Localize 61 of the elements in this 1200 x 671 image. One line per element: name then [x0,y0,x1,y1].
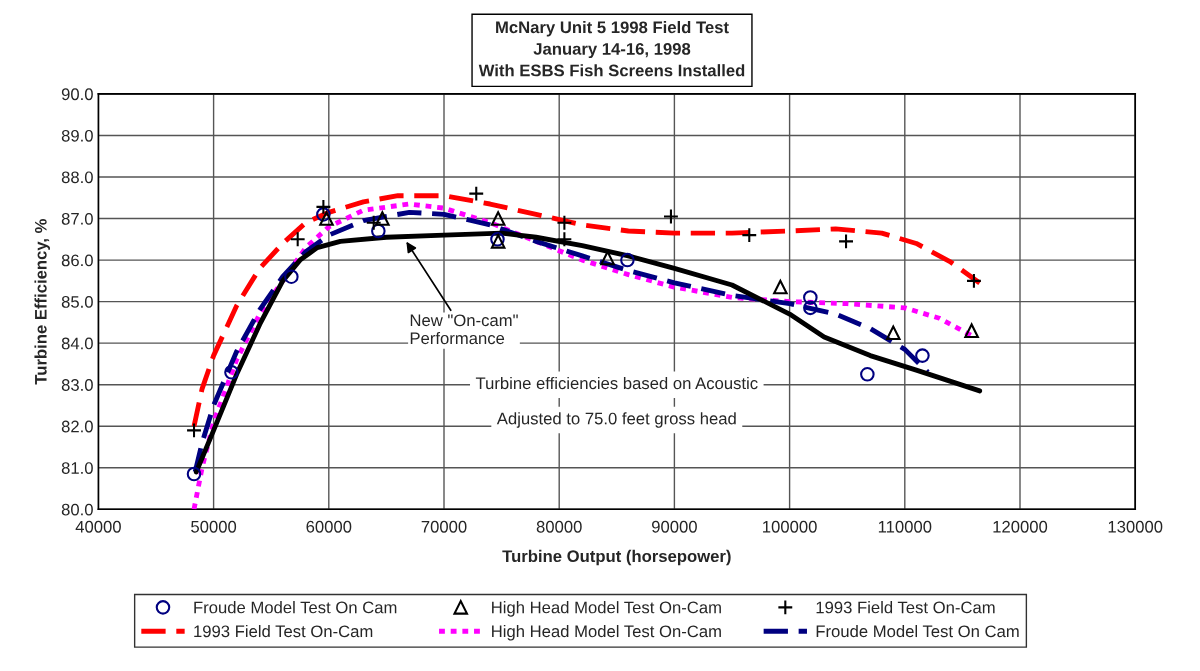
point [620,252,635,268]
point [662,208,679,225]
x-tick-label: 80000 [536,520,582,533]
point [803,290,818,305]
point [915,348,930,363]
point [371,223,386,239]
point [490,211,506,226]
point [186,466,202,482]
x-tick-label: 70000 [421,520,467,533]
point [375,211,390,226]
y-tick-label: 86.0 [61,254,93,267]
point [838,233,855,250]
legend-label: 1993 Field Test On-Cam [816,601,995,614]
y-tick-label: 88.0 [61,171,93,184]
x-tick-label: 50000 [191,520,237,533]
y-tick-label: 81.0 [61,462,93,474]
legend-label: High Head Model Test On-Cam [492,601,721,617]
annotation: Turbine efficiencies based on Acoustic [475,376,758,390]
point [315,198,332,215]
y-tick-label: 85.0 [61,296,93,308]
y-tick-label: 82.0 [61,420,93,433]
annotation: Adjusted to 75.0 feet gross head [496,412,736,428]
point [319,211,334,226]
x-tick-label: 130000 [1108,520,1163,533]
y-tick-label: 87.0 [61,212,93,225]
x-tick-label: 120000 [993,520,1048,533]
legend-label: Froude Model Test On Cam [194,601,397,614]
x-tick-label: 60000 [306,520,352,533]
point [186,422,202,439]
line-series [191,193,983,429]
y-tick-label: 80.0 [61,503,93,516]
x-tick-label: 100000 [763,520,817,533]
y-tick-label: 90.0 [61,88,93,101]
point [965,272,982,289]
point [773,279,788,295]
point [803,300,818,316]
point [316,207,331,222]
y-axis-title: Turbine Efficiency, % [34,219,50,385]
point [365,214,382,231]
legend-label: High Head Model Test On-Cam [492,624,721,641]
point [224,364,239,380]
y-tick-label: 83.0 [61,379,93,391]
x-tick-label: 40000 [75,520,121,533]
y-tick-label: 89.0 [61,129,93,142]
chart-title: McNary Unit 5 1998 Field Test January 14-16, 1998 With ESBS Fish Screens Installed [478,20,745,77]
point [284,269,299,284]
x-axis-title: Turbine Output (horsepower) [502,549,731,566]
point [468,185,485,202]
annotation: New "On-cam" Performance [410,314,518,345]
point [860,367,875,382]
point [556,214,573,231]
x-tick-label: 110000 [878,520,932,533]
point [885,325,901,341]
legend-label: Froude Model Test On Cam [816,624,1019,638]
point [289,231,306,248]
point [741,227,758,244]
point [556,231,573,248]
x-tick-label: 90000 [652,520,697,533]
legend-label: 1993 Field Test On-Cam [194,624,373,638]
point [964,323,979,338]
y-tick-label: 84.0 [61,337,93,350]
